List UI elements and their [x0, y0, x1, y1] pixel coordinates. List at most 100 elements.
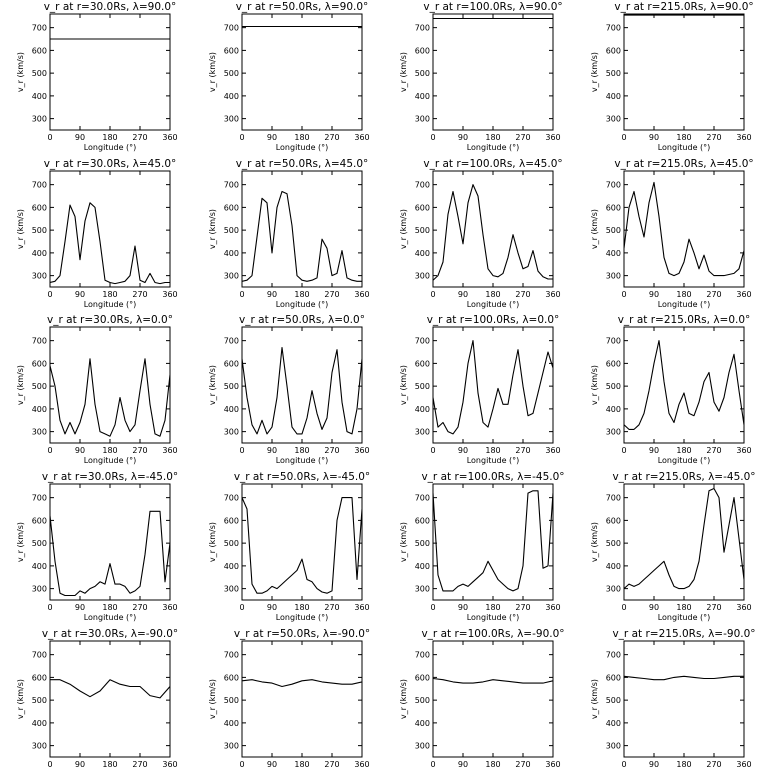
y-tick-label: 300: [32, 585, 47, 594]
y-axis-label: v_r (km/s): [16, 209, 25, 249]
x-axis-label: Longitude (°): [84, 613, 137, 622]
y-tick-label: 300: [606, 428, 621, 437]
y-tick-label: 400: [606, 249, 621, 258]
x-tick-label: 90: [458, 446, 468, 455]
x-axis-label: Longitude (°): [658, 613, 711, 622]
y-tick-label: 500: [32, 382, 47, 391]
y-tick-label: 600: [32, 673, 47, 682]
x-tick-label: 270: [324, 446, 339, 455]
x-tick-label: 0: [47, 290, 52, 299]
x-tick-label: 0: [47, 133, 52, 142]
y-tick-label: 600: [32, 46, 47, 55]
x-tick-label: 180: [676, 446, 691, 455]
y-tick-label: 600: [606, 516, 621, 525]
x-tick-label: 90: [267, 446, 277, 455]
y-tick-label: 300: [32, 272, 47, 281]
plot-frame: [432, 483, 554, 601]
x-tick-label: 90: [267, 603, 277, 612]
series-line: [433, 490, 553, 592]
x-axis-label: Longitude (°): [467, 143, 520, 152]
series-line: [624, 181, 744, 277]
y-tick-label: 300: [606, 742, 621, 751]
y-tick-label: 500: [32, 539, 47, 548]
y-tick-label: 300: [415, 742, 430, 751]
x-tick-label: 180: [102, 290, 117, 299]
x-tick-label: 90: [267, 133, 277, 142]
series-line: [433, 184, 553, 281]
panel-title: v_r at r=100.0Rs, λ=-90.0°: [421, 628, 564, 640]
panel-8: v_r at r=30.0Rs, λ=0.0° 0 90 180 270 360 300 40…: [16, 314, 178, 465]
y-tick-label: 600: [415, 203, 430, 212]
panel-15: v_r at r=215.0Rs, λ=-45.0° 0 90 180 270 360 30…: [590, 471, 756, 622]
x-tick-label: 90: [75, 603, 85, 612]
y-tick-label: 400: [415, 405, 430, 414]
y-tick-label: 700: [32, 494, 47, 503]
panel-6: v_r at r=100.0Rs, λ=45.0° 0 90 180 270 360 300…: [399, 158, 563, 309]
x-tick-label: 90: [458, 133, 468, 142]
y-axis-label: v_r (km/s): [590, 365, 599, 405]
x-tick-label: 180: [485, 603, 500, 612]
y-tick-label: 300: [224, 585, 239, 594]
panel-title: v_r at r=100.0Rs, λ=90.0°: [423, 1, 562, 13]
y-tick-label: 600: [224, 359, 239, 368]
x-tick-label: 90: [75, 760, 85, 768]
y-tick-label: 500: [606, 69, 621, 78]
y-axis-label: v_r (km/s): [16, 52, 25, 92]
y-tick-label: 300: [32, 742, 47, 751]
series-line: [624, 675, 744, 681]
y-tick-label: 500: [32, 696, 47, 705]
series-line: [242, 190, 362, 282]
x-axis-label: Longitude (°): [658, 300, 711, 309]
x-tick-label: 180: [294, 603, 309, 612]
panel-title: v_r at r=100.0Rs, λ=45.0°: [423, 158, 562, 170]
x-axis-label: Longitude (°): [276, 300, 329, 309]
y-tick-label: 400: [606, 92, 621, 101]
y-axis-label: v_r (km/s): [208, 679, 217, 719]
x-tick-label: 90: [649, 446, 659, 455]
y-tick-label: 500: [606, 226, 621, 235]
panel-title: v_r at r=30.0Rs, λ=-90.0°: [42, 628, 178, 640]
x-tick-label: 0: [47, 603, 52, 612]
panel-title: v_r at r=50.0Rs, λ=90.0°: [236, 1, 369, 13]
panel-title: v_r at r=50.0Rs, λ=45.0°: [236, 158, 369, 170]
plot-frame: [623, 13, 745, 131]
x-tick-label: 270: [706, 603, 721, 612]
panel-title: v_r at r=100.0Rs, λ=0.0°: [427, 314, 560, 326]
x-tick-label: 270: [324, 603, 339, 612]
panel-13: v_r at r=50.0Rs, λ=-45.0° 0 90 180 270 360 300…: [208, 471, 370, 622]
y-axis-label: v_r (km/s): [16, 365, 25, 405]
y-tick-label: 700: [415, 337, 430, 346]
y-tick-label: 700: [32, 24, 47, 33]
x-tick-label: 0: [430, 603, 435, 612]
x-tick-label: 270: [132, 133, 147, 142]
x-tick-label: 270: [324, 133, 339, 142]
y-tick-label: 500: [415, 226, 430, 235]
x-tick-label: 0: [621, 603, 626, 612]
x-tick-label: 270: [706, 760, 721, 768]
y-tick-label: 500: [606, 382, 621, 391]
x-tick-label: 0: [621, 133, 626, 142]
x-tick-label: 360: [162, 290, 177, 299]
y-tick-label: 600: [224, 516, 239, 525]
y-tick-label: 400: [224, 249, 239, 258]
panel-11: v_r at r=215.0Rs, λ=0.0° 0 90 180 270 360 300 4…: [590, 314, 752, 465]
panel-title: v_r at r=50.0Rs, λ=-90.0°: [234, 628, 370, 640]
x-tick-label: 90: [267, 760, 277, 768]
y-tick-label: 300: [224, 272, 239, 281]
panel-19: v_r at r=215.0Rs, λ=-90.0° 0 90 180 270 360 30…: [590, 628, 756, 773]
panel-title: v_r at r=215.0Rs, λ=0.0°: [618, 314, 751, 326]
panel-5: v_r at r=50.0Rs, λ=45.0° 0 90 180 270 360 300 4…: [208, 158, 370, 309]
y-tick-label: 300: [415, 272, 430, 281]
x-tick-label: 0: [47, 760, 52, 768]
y-axis-label: v_r (km/s): [399, 679, 408, 719]
y-tick-label: 700: [224, 651, 239, 660]
panel-title: v_r at r=215.0Rs, λ=90.0°: [614, 1, 753, 13]
plot-frame: [49, 13, 171, 131]
x-axis-label: Longitude (°): [276, 613, 329, 622]
x-axis-label: Longitude (°): [276, 143, 329, 152]
series-line: [50, 510, 170, 597]
x-tick-label: 270: [515, 603, 530, 612]
x-tick-label: 270: [515, 446, 530, 455]
x-tick-label: 360: [162, 446, 177, 455]
y-tick-label: 300: [415, 428, 430, 437]
